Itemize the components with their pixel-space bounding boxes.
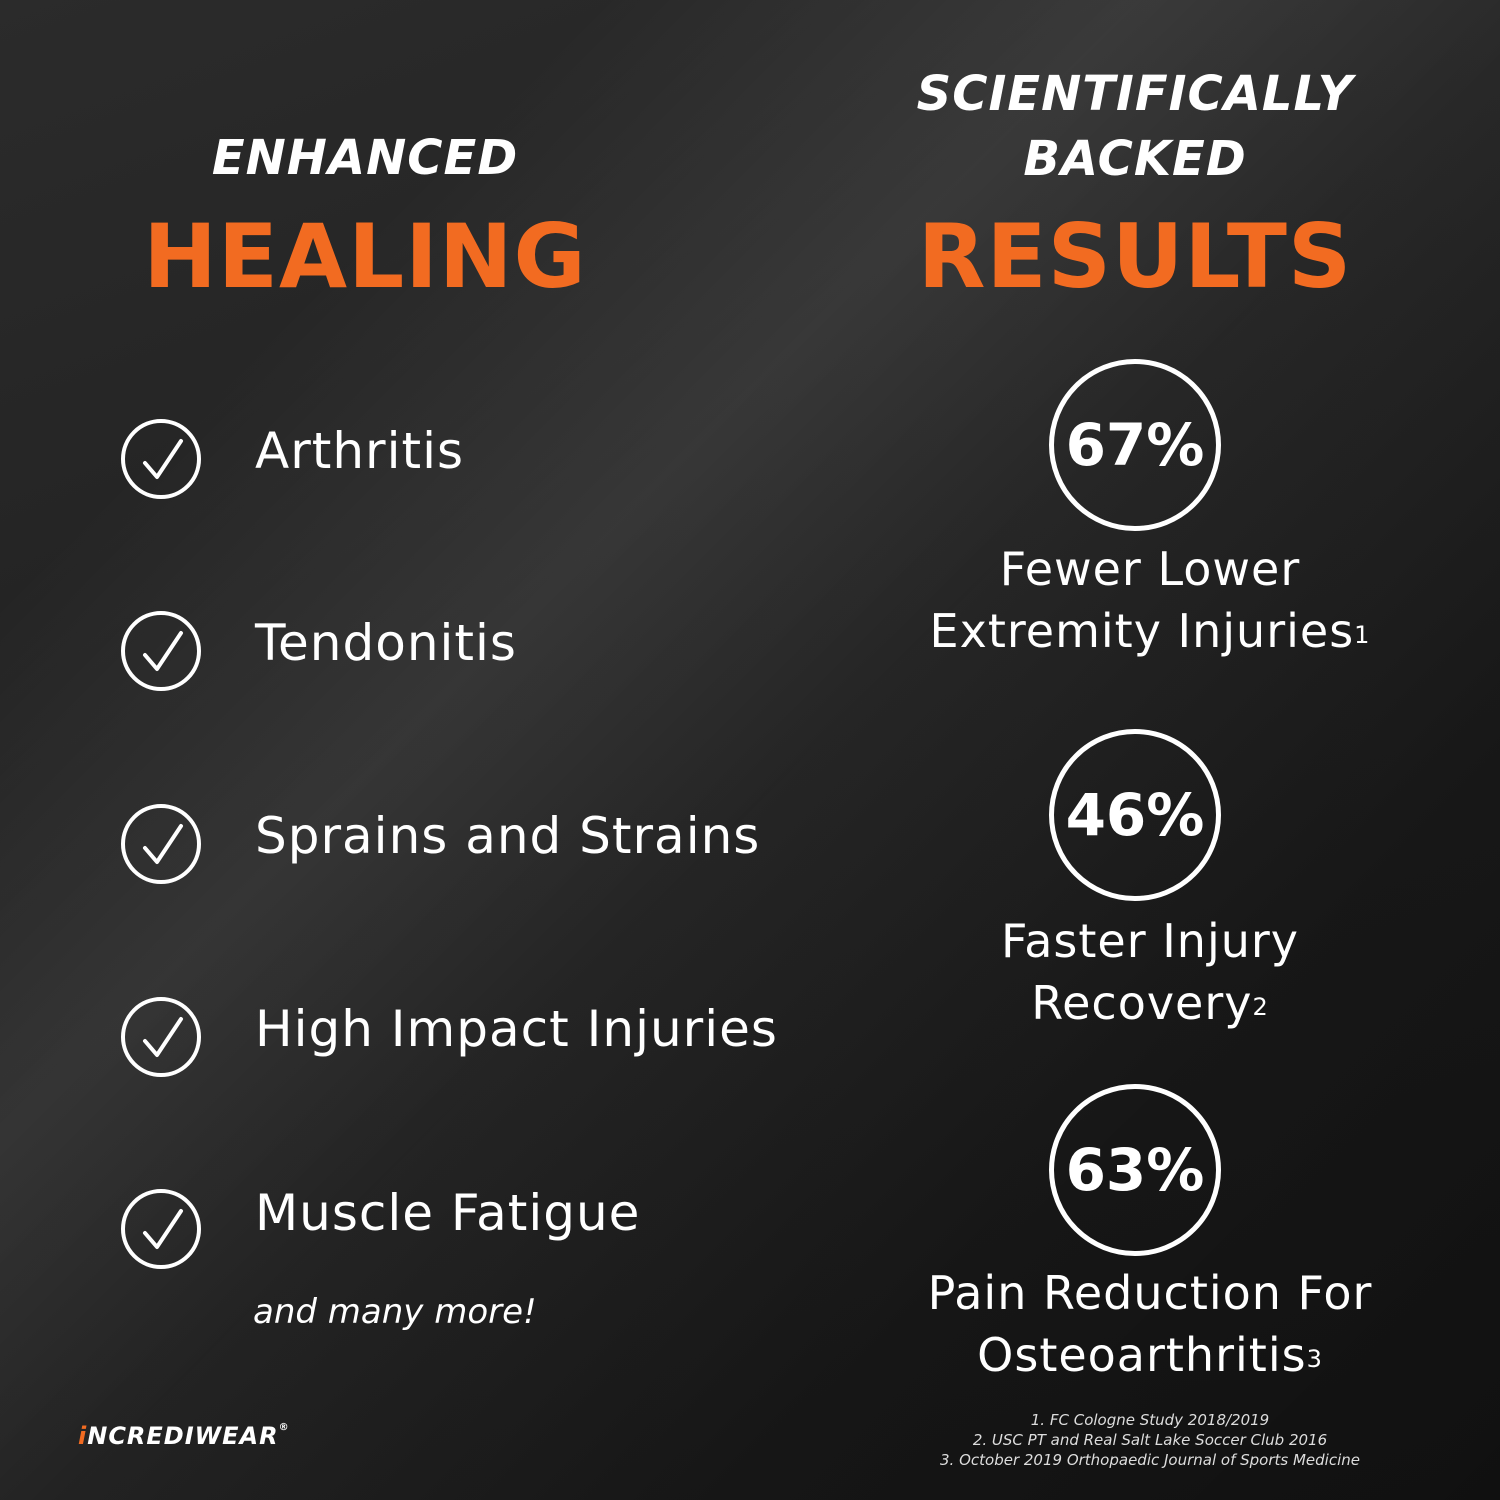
stat-caption: Faster Injury Recovery2	[1000, 914, 1300, 1030]
footnote: 1. FC Cologne Study 2018/2019	[1030, 1411, 1270, 1429]
healing-item: Sprains and Strains	[255, 807, 761, 865]
left-subtitle: ENHANCED	[211, 130, 519, 186]
footnote: 2. USC PT and Real Salt Lake Soccer Club…	[972, 1431, 1328, 1449]
more-text: and many more!	[253, 1292, 537, 1332]
healing-item: High Impact Injuries	[255, 1000, 778, 1058]
healing-item: Muscle Fatigue	[255, 1184, 641, 1242]
incrediwear-logo: iNCREDIWEAR®	[78, 1422, 290, 1450]
stat-caption: Pain Reduction For Osteoarthritis3	[927, 1266, 1373, 1382]
footnote: 3. October 2019 Orthopaedic Journal of S…	[940, 1451, 1360, 1469]
right-title: RESULTS	[917, 205, 1353, 308]
check-circle-icon	[121, 1189, 201, 1269]
left-title: HEALING	[143, 205, 587, 308]
stat-circle: 63%	[1049, 1084, 1221, 1256]
stat-circle: 67%	[1049, 359, 1221, 531]
check-circle-icon	[121, 419, 201, 499]
right-subtitle-line1: SCIENTIFICALLY	[916, 66, 1354, 122]
check-circle-icon	[121, 611, 201, 691]
check-circle-icon	[121, 997, 201, 1077]
check-circle-icon	[121, 804, 201, 884]
footnotes: 1. FC Cologne Study 2018/2019 2. USC PT …	[870, 1410, 1430, 1470]
right-subtitle-line2: BACKED	[1023, 131, 1247, 187]
healing-item: Arthritis	[255, 422, 465, 480]
healing-item: Tendonitis	[255, 614, 517, 672]
stat-caption: Fewer Lower Extremity Injuries1	[929, 542, 1371, 658]
stat-circle: 46%	[1049, 729, 1221, 901]
